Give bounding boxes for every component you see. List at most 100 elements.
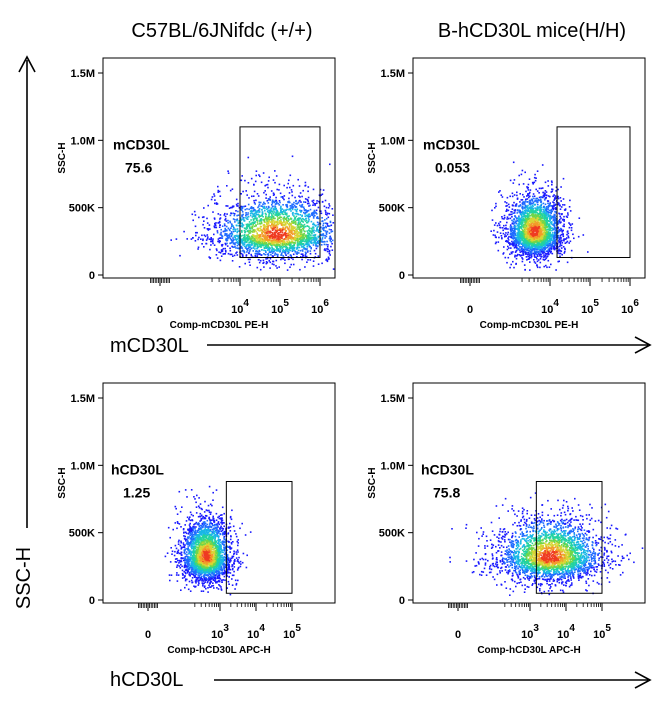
event-dot <box>234 236 236 239</box>
event-dot <box>315 211 317 214</box>
event-dot <box>551 252 554 255</box>
event-dot <box>281 240 283 242</box>
event-dot <box>227 252 230 255</box>
event-dot <box>276 243 279 245</box>
event-dot <box>231 240 233 243</box>
event-dot <box>203 216 205 218</box>
event-dot <box>255 230 257 233</box>
event-dot <box>266 221 269 224</box>
event-dot <box>309 241 312 244</box>
event-dot <box>275 221 278 224</box>
event-dot <box>307 234 309 237</box>
event-dot <box>548 229 551 231</box>
event-dot <box>287 243 290 246</box>
x-tick-label: 0 <box>157 304 163 316</box>
event-dot <box>304 198 307 200</box>
event-dot <box>293 219 295 221</box>
event-dot <box>300 201 302 203</box>
event-dot <box>202 238 204 241</box>
event-dot <box>289 254 292 256</box>
event-dot <box>254 235 257 237</box>
event-dot <box>268 209 270 212</box>
event-dot <box>308 215 310 218</box>
event-dot <box>263 266 265 268</box>
event-dot <box>551 190 553 193</box>
event-dot <box>226 236 229 238</box>
event-dot <box>516 191 518 194</box>
event-dot <box>312 188 315 191</box>
event-dot <box>524 227 526 230</box>
event-dot <box>331 242 333 245</box>
event-dot <box>291 241 293 244</box>
event-dot <box>522 251 525 253</box>
event-dot <box>285 254 287 256</box>
event-dot <box>236 247 239 249</box>
event-dot <box>527 252 530 254</box>
event-dot <box>547 210 549 213</box>
event-dot <box>258 205 260 207</box>
event-dot <box>278 189 280 191</box>
event-dot <box>221 250 224 253</box>
event-dot <box>263 219 265 221</box>
event-dot <box>238 266 241 268</box>
event-dot <box>258 209 260 211</box>
event-dot <box>234 234 237 237</box>
event-dot <box>211 196 214 198</box>
event-dot <box>285 250 287 252</box>
event-dot <box>256 232 258 234</box>
event-dot <box>293 249 295 252</box>
event-dot <box>314 238 317 240</box>
event-dot <box>551 235 553 237</box>
event-dot <box>272 260 274 263</box>
event-dot <box>529 228 531 230</box>
event-dot <box>298 200 301 202</box>
event-dot <box>267 244 269 247</box>
event-dot <box>312 222 315 225</box>
event-dot <box>510 236 512 239</box>
event-dot <box>327 256 330 259</box>
event-dot <box>262 244 265 247</box>
event-dot <box>232 230 235 233</box>
event-dot <box>527 229 529 231</box>
event-dot <box>211 240 214 242</box>
event-dot <box>307 243 310 245</box>
event-dot <box>300 225 302 228</box>
event-dot <box>542 256 545 258</box>
event-dot <box>305 243 307 245</box>
event-dot <box>304 240 307 243</box>
event-dot <box>261 232 263 235</box>
event-dot <box>290 210 292 212</box>
event-dot <box>206 234 209 236</box>
event-dot <box>216 230 219 232</box>
event-dot <box>300 223 303 226</box>
event-dot <box>248 239 250 241</box>
event-dot <box>267 186 269 189</box>
event-dot <box>316 221 319 224</box>
event-dot <box>294 251 297 253</box>
event-dot <box>287 220 290 222</box>
event-dot <box>249 258 251 261</box>
event-dot <box>507 256 510 259</box>
event-dot <box>242 249 244 252</box>
event-dot <box>328 257 330 260</box>
event-dot <box>235 241 237 244</box>
event-dot <box>301 215 303 217</box>
event-dot <box>310 240 312 243</box>
event-dot <box>327 216 330 219</box>
event-dot <box>522 193 524 196</box>
event-dot <box>299 238 301 241</box>
event-dot <box>260 234 262 236</box>
event-dot <box>535 256 538 258</box>
event-dot <box>559 208 562 210</box>
event-dot <box>293 215 295 217</box>
event-dot <box>269 257 272 260</box>
event-dot <box>310 220 313 223</box>
event-dot <box>291 222 293 224</box>
event-dot <box>302 235 304 237</box>
event-dot <box>236 244 239 247</box>
event-dot <box>269 232 271 234</box>
event-dot <box>266 253 269 256</box>
event-dot <box>534 210 536 212</box>
event-dot <box>286 247 289 249</box>
event-dot <box>215 203 218 205</box>
